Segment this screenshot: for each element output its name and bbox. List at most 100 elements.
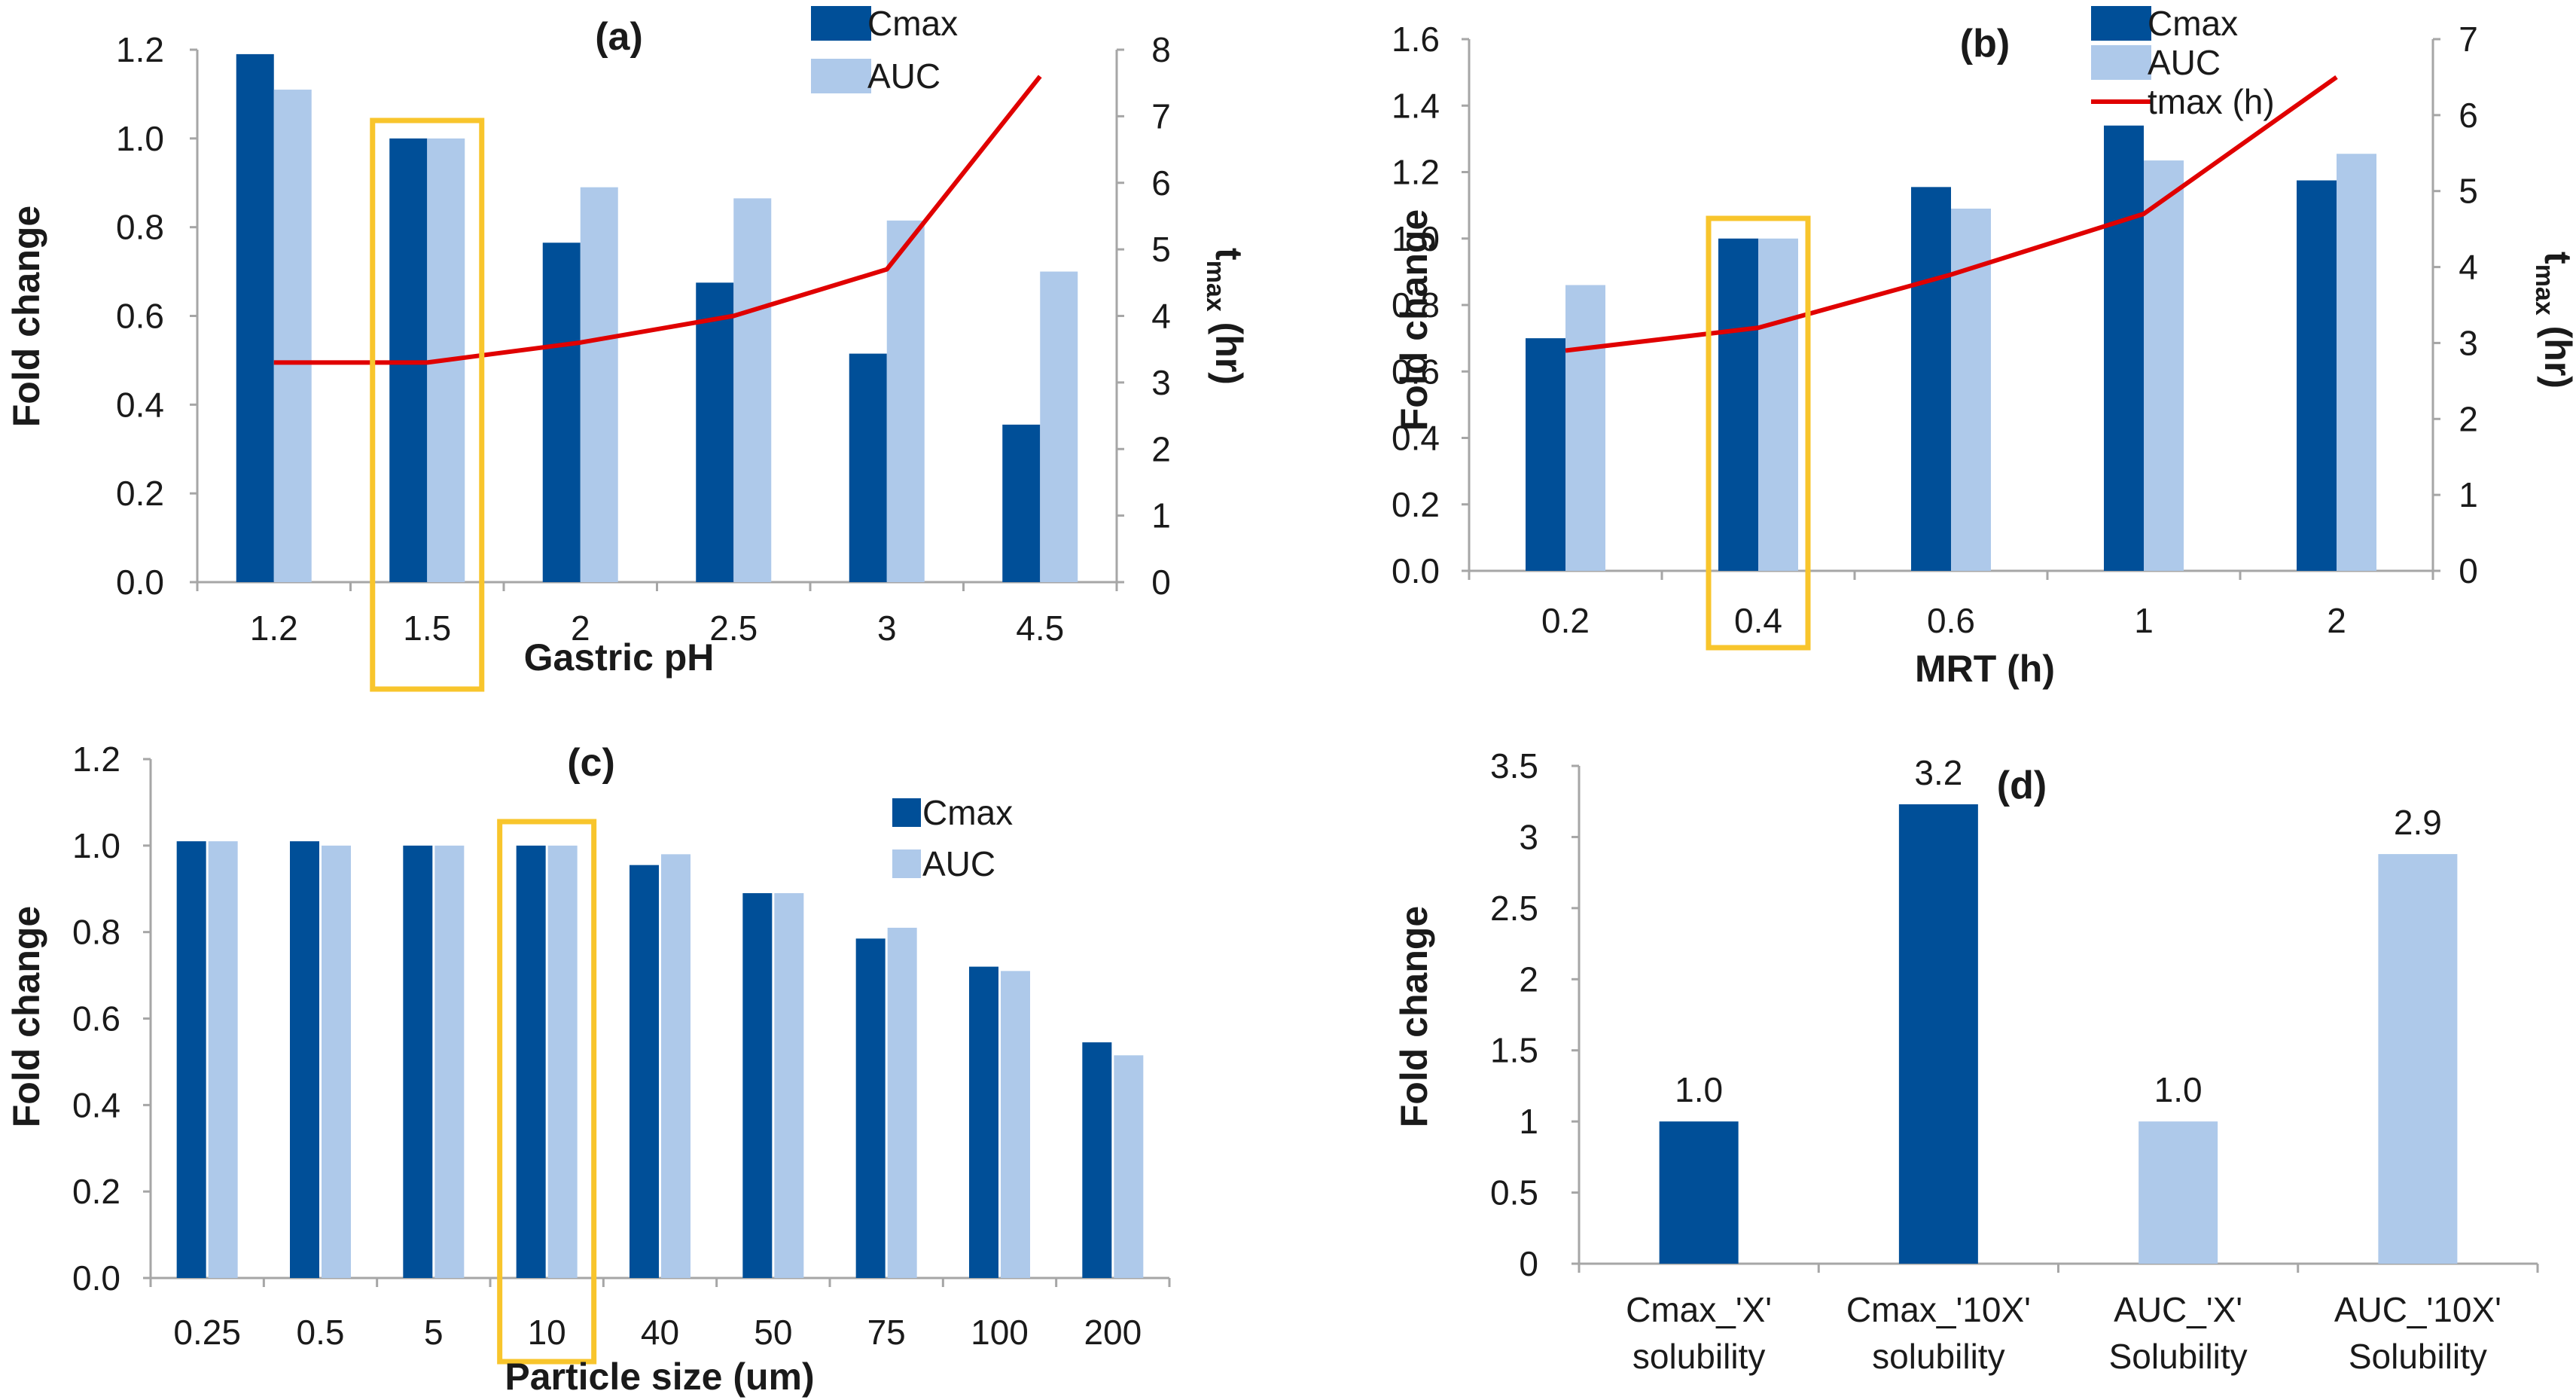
x-tick-label: 0.4 [1734,601,1782,640]
x-tick-label: AUC_'X' Solubility [2109,1290,2248,1376]
bar-auc-10x-solubility [2378,854,2458,1264]
y-axis-label: Fold change [1393,209,1435,431]
y2-tick-label: 8 [1151,30,1171,69]
x-tick-label-line: AUC_'X' [2114,1290,2242,1329]
y2-tick-label: 4 [1151,297,1171,336]
y2-tick-label: 7 [2459,20,2478,59]
x-tick-label: 2.5 [709,608,758,648]
y-tick-label: 0.0 [72,1258,120,1298]
bar-auc-200 [1114,1055,1144,1278]
legend-label-cmax: Cmax [867,4,958,43]
y-tick-label: 3.5 [1490,746,1538,785]
x-tick-label-line: Cmax_'X' [1626,1290,1772,1329]
y2-axis-label-main: t [2537,252,2576,264]
x-tick-label: 1.5 [403,608,451,648]
legend-label-auc: AUC [922,844,995,883]
panel-b: 0.0 0.2 0.4 0.6 0.8 1.0 1.2 1.4 1.6 0 1 2 3 4 5 6 7 tmax … [1392,4,2576,690]
y2-tick-label: 7 [1151,96,1171,136]
y-tick-label: 0.2 [116,474,164,513]
x-tick-label: 0.25 [173,1313,241,1352]
y-tick-label: 1.2 [72,740,120,779]
y-tick-label: 1.0 [1392,219,1440,258]
bar-cmax-0-6 [1911,187,1951,571]
x-tick-label-line: AUC_'10X' [2334,1290,2501,1329]
y-tick-label: 0.8 [116,208,164,247]
x-axis-label: Gastric pH [524,636,715,679]
x-tick-label: 1 [2134,601,2154,640]
data-label: 2.9 [2394,803,2442,842]
x-tick-label: 40 [641,1313,679,1352]
x-tick-label: Cmax_'X' solubility [1626,1290,1772,1376]
y-tick-label: 1 [1519,1102,1538,1141]
x-tick-label-line: Solubility [2349,1337,2487,1376]
y2-axis-label: tmax (hr) [2530,252,2576,389]
x-tick-label: 2 [2327,601,2346,640]
x-tick-label: 4.5 [1016,608,1064,648]
x-tick-label: 3 [877,608,897,648]
bar-auc-75 [887,927,917,1278]
bar-auc-3 [886,220,925,582]
legend-swatch-cmax [811,6,871,41]
y-axis-label: Fold change [1393,906,1435,1127]
y-tick-label: 1.5 [1490,1031,1538,1070]
bar-auc-2 [2337,154,2376,571]
legend-label-cmax: Cmax [2148,4,2238,43]
bar-cmax-4-5 [1002,424,1041,582]
bar-cmax-10 [516,845,546,1278]
y-tick-label: 0.6 [116,297,164,336]
bar-cmax-0-2 [1526,338,1565,571]
bar-cmax-1-2 [236,53,274,583]
y-tick-label: 0.6 [72,999,120,1039]
panel-title: (a) [595,15,643,59]
bar-cmax-100 [969,966,998,1278]
bar-auc-50 [774,892,804,1278]
y2-tick-label: 3 [2459,323,2478,362]
bar-auc-4-5 [1040,271,1078,582]
bar-auc-0-2 [1565,285,1605,571]
panel-c: 0.0 0.2 0.4 0.6 0.8 1.0 1.2 0.25 0.5 5 10 40 50 75 100… [5,740,1171,1398]
panel-d: 0 0.5 1 1.5 2 2.5 3 3.5 1.0 Cmax_'X' solubility 3.2… [1393,746,2539,1376]
bar-auc-0-5 [322,845,351,1278]
bar-auc-2 [580,187,618,582]
legend: Cmax AUC [892,793,1013,883]
panel-title: (c) [567,741,615,785]
legend: Cmax AUC [811,4,958,96]
y2-axis-label-sub: max [2530,264,2559,316]
x-tick-label: Cmax_'10X' solubility [1846,1290,2031,1376]
legend-label-cmax: Cmax [922,793,1013,832]
y2-tick-label: 6 [2459,96,2478,135]
legend-label-auc: AUC [867,56,940,96]
y2-tick-label: 0 [1151,563,1171,602]
y2-tick-label: 2 [1151,429,1171,468]
bar-cmax-x-solubility [1659,1121,1739,1264]
y2-tick-label: 6 [1151,163,1171,203]
bar-cmax-10x-solubility [1898,804,1978,1264]
y2-tick-label: 5 [1151,230,1171,269]
x-tick-label-line: solubility [1872,1337,2004,1376]
y2-tick-label: 1 [2459,475,2478,514]
bar-auc-40 [661,854,690,1278]
reference-highlight-box [1706,215,1811,651]
bar-cmax-2 [542,242,581,582]
x-tick-label: 50 [754,1313,792,1352]
x-tick-label: 75 [867,1313,906,1352]
y-tick-label: 0.2 [1392,485,1440,524]
bar-auc-10 [547,845,578,1278]
y-tick-label: 1.2 [1392,153,1440,192]
tmax-line [1565,75,2338,353]
bar-auc-5 [434,845,465,1278]
x-tick-label: 0.5 [297,1313,345,1352]
bar-cmax-5 [403,845,433,1278]
bar-cmax-2-5 [696,282,734,582]
y-tick-label: 0.4 [116,385,164,424]
bar-auc-1 [2144,160,2184,571]
y-tick-label: 0.8 [1392,285,1440,325]
y2-tick-label: 1 [1151,496,1171,535]
y-tick-label: 0.0 [116,563,164,602]
y-tick-label: 2.5 [1490,889,1538,928]
y2-tick-label: 4 [2459,248,2478,287]
y-tick-label: 2 [1519,959,1538,999]
y2-axis-label: tmax (hr) [1201,248,1250,385]
data-label: 3.2 [1914,753,1962,792]
